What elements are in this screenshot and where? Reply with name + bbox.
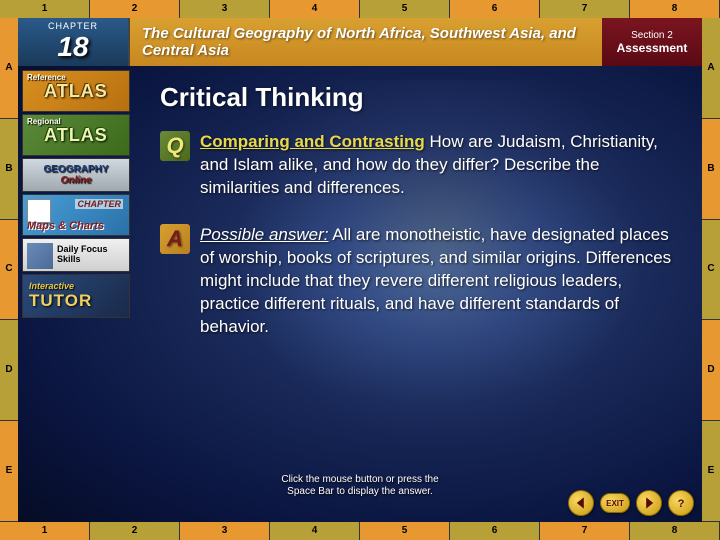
chapter-box: CHAPTER 18 [18,18,130,66]
question-badge: Q [160,131,190,161]
ruler-seg: C [702,220,720,321]
answer-lead: Possible answer: [200,225,329,244]
daily-focus-text: Daily Focus Skills [57,245,129,265]
ruler-seg: A [702,18,720,119]
ruler-seg: 5 [360,522,450,540]
ruler-seg: D [702,320,720,421]
geo-online-l1: GEOGRAPHY [43,164,108,175]
header-banner: CHAPTER 18 The Cultural Geography of Nor… [18,18,702,66]
geography-online-button[interactable]: GEOGRAPHY Online [22,158,130,192]
ruler-seg: C [0,220,18,321]
ruler-seg: 4 [270,0,360,18]
ruler-seg: 6 [450,522,540,540]
ruler-seg: A [0,18,18,119]
ruler-seg: D [0,320,18,421]
question-icon: ? [674,496,688,510]
ruler-seg: 1 [0,522,90,540]
ruler-top: 1 2 3 4 5 6 7 8 [0,0,720,18]
exit-button[interactable]: EXIT [600,493,630,513]
section-box: Section 2 Assessment [602,18,702,66]
question-lead: Comparing and Contrasting [200,132,425,151]
ruler-seg: 2 [90,0,180,18]
chapter-number: 18 [57,31,88,63]
book-icon [27,243,53,269]
reference-atlas-sub: Reference [27,73,66,82]
hint-line-2: Space Bar to display the answer. [281,486,438,498]
main-content: Critical Thinking Q Comparing and Contra… [160,82,680,485]
prev-button[interactable] [568,490,594,516]
assessment-label: Assessment [617,41,688,55]
answer-badge: A [160,224,190,254]
geo-online-l2: Online [60,175,91,186]
ruler-seg: 1 [0,0,90,18]
ruler-bottom: 1 2 3 4 5 6 7 8 [0,522,720,540]
tutor-inter: Interactive [29,281,74,291]
hint-line-1: Click the mouse button or press the [281,474,438,486]
ruler-seg: 7 [540,522,630,540]
arrow-left-icon [574,496,588,510]
daily-focus-button[interactable]: Daily Focus Skills [22,238,130,272]
ruler-seg: 8 [630,0,720,18]
ruler-right: A B C D E [702,18,720,522]
ruler-seg: 2 [90,522,180,540]
ruler-seg: E [0,421,18,522]
reference-atlas-text: ATLAS [44,81,108,102]
ruler-seg: 7 [540,0,630,18]
ruler-seg: 6 [450,0,540,18]
sidebar: Reference ATLAS Regional ATLAS GEOGRAPHY… [22,70,130,318]
ruler-left: A B C D E [0,18,18,522]
ruler-seg: 4 [270,522,360,540]
ruler-seg: 5 [360,0,450,18]
maps-charts-chapter: CHAPTER [75,199,123,209]
regional-atlas-button[interactable]: Regional ATLAS [22,114,130,156]
ruler-seg: 3 [180,0,270,18]
regional-atlas-sub: Regional [27,117,61,126]
answer-row: A Possible answer: All are monotheistic,… [160,224,680,339]
ruler-seg: 8 [630,522,720,540]
content-heading: Critical Thinking [160,82,680,113]
tutor-main: TUTOR [29,291,92,311]
hint-text: Click the mouse button or press the Spac… [281,474,438,498]
ruler-seg: 3 [180,522,270,540]
ruler-seg: B [702,119,720,220]
section-label: Section 2 [631,30,673,41]
chapter-label: CHAPTER [48,21,98,31]
arrow-right-icon [642,496,656,510]
chapter-title: The Cultural Geography of North Africa, … [130,18,602,66]
help-button[interactable]: ? [668,490,694,516]
answer-text: Possible answer: All are monotheistic, h… [200,224,680,339]
maps-charts-button[interactable]: CHAPTER Maps & Charts [22,194,130,236]
nav-controls: EXIT ? [568,490,694,516]
maps-charts-label: Maps & Charts [27,220,104,232]
ruler-seg: E [702,421,720,522]
svg-text:?: ? [678,498,685,510]
ruler-seg: B [0,119,18,220]
interactive-tutor-button[interactable]: Interactive TUTOR [22,274,130,318]
regional-atlas-text: ATLAS [44,125,108,146]
reference-atlas-button[interactable]: Reference ATLAS [22,70,130,112]
question-text: Comparing and Contrasting How are Judais… [200,131,680,200]
question-row: Q Comparing and Contrasting How are Juda… [160,131,680,200]
next-button[interactable] [636,490,662,516]
